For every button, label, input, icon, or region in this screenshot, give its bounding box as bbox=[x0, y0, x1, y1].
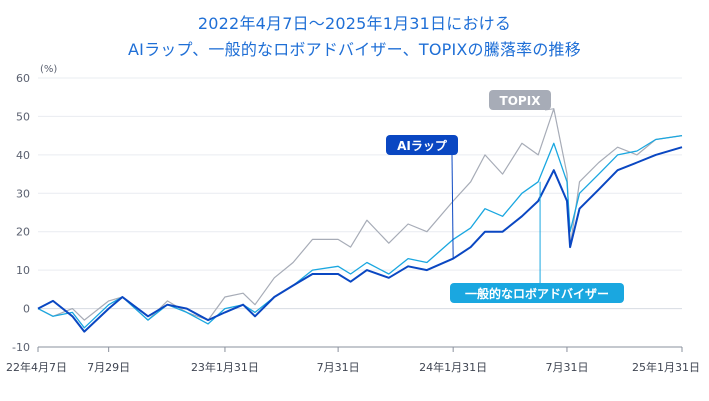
annotation-label: 一般的なロボアドバイザー bbox=[465, 286, 609, 301]
annotation-label: TOPIX bbox=[500, 94, 542, 108]
series-line-AIラップ bbox=[37, 146, 683, 333]
annotation-box bbox=[386, 135, 458, 155]
annotation-box bbox=[489, 90, 551, 110]
x-tick-label: 7月31日 bbox=[317, 361, 360, 374]
y-tick-label: 0 bbox=[23, 303, 30, 316]
x-tick-label: 25年1月31日 bbox=[632, 360, 700, 374]
y-tick-label: 30 bbox=[16, 187, 30, 200]
chart-title-line-1: 2022年4月7日〜2025年1月31日における bbox=[197, 14, 512, 33]
x-tick-label: 24年1月31日 bbox=[419, 360, 487, 374]
annotation-label: AIラップ bbox=[397, 138, 448, 153]
x-tick-label: 7月31日 bbox=[545, 361, 588, 374]
series-line-一般的なロボアドバイザー bbox=[37, 134, 683, 329]
chart-title-line-2: AIラップ、一般的なロボアドバイザー、TOPIXの騰落率の推移 bbox=[128, 40, 581, 59]
y-tick-label: -10 bbox=[12, 341, 30, 354]
annotation-leader bbox=[451, 154, 454, 259]
x-tick-label: 22年4月7日 bbox=[6, 360, 67, 374]
y-unit-label: (%) bbox=[40, 64, 57, 75]
x-tick-label: 7月29日 bbox=[87, 361, 130, 374]
annotation-box bbox=[450, 283, 624, 303]
y-tick-label: 20 bbox=[16, 226, 30, 239]
y-tick-label: 40 bbox=[16, 149, 30, 162]
y-tick-label: 60 bbox=[16, 72, 30, 85]
x-tick-label: 23年1月31日 bbox=[191, 360, 259, 374]
y-tick-label: 50 bbox=[16, 110, 30, 123]
y-tick-label: 10 bbox=[16, 264, 30, 277]
